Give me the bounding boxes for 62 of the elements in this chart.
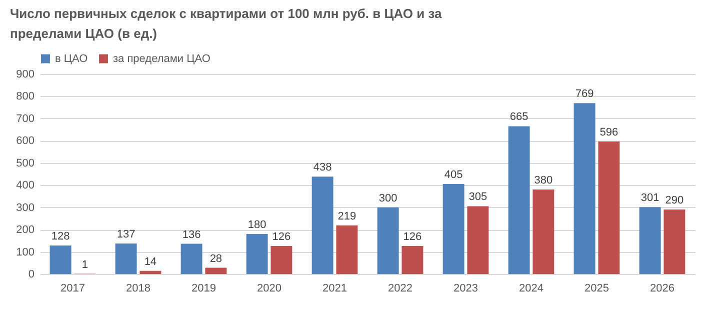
data-label: 126 [272, 231, 291, 243]
data-label: 1 [82, 258, 88, 271]
bar [50, 246, 72, 274]
data-label: 136 [182, 228, 201, 241]
data-label: 14 [144, 256, 157, 268]
y-tick-label: 200 [16, 224, 34, 236]
bar [442, 184, 464, 274]
bar [508, 126, 530, 274]
x-tick-label: 2024 [519, 282, 544, 294]
bar [312, 176, 334, 274]
legend-label: в ЦАО [55, 52, 88, 65]
bar [532, 190, 554, 274]
bar [402, 246, 424, 274]
x-tick-label: 2026 [650, 282, 674, 294]
data-label: 300 [378, 192, 398, 204]
bar [270, 246, 292, 274]
chart-title: Число первичных сделок с квартирами от 100 млн руб. в ЦАО и за пределами ЦАО (в ед.) [10, 6, 443, 41]
y-tick-label: 600 [16, 135, 34, 148]
data-label: 219 [338, 210, 356, 222]
data-label: 137 [116, 228, 136, 241]
data-label: 128 [51, 230, 70, 243]
x-tick-label: 2018 [126, 282, 150, 294]
x-tick-label: 2025 [584, 282, 609, 294]
y-tick-label: 900 [16, 68, 34, 80]
data-label: 665 [510, 111, 528, 124]
bar [180, 244, 202, 274]
data-label: 301 [640, 192, 660, 204]
data-label: 438 [313, 162, 332, 174]
y-tick-label: 300 [16, 202, 34, 214]
bar [664, 210, 686, 274]
y-tick-label: 100 [16, 246, 34, 258]
y-tick-label: 400 [16, 180, 34, 192]
y-tick-label: 800 [16, 90, 34, 103]
data-label: 290 [665, 194, 684, 207]
data-label: 405 [444, 169, 463, 181]
data-label: 596 [600, 126, 618, 139]
bar [377, 207, 399, 274]
bar [336, 225, 358, 274]
bar [246, 234, 268, 274]
y-tick-label: 700 [16, 112, 34, 125]
x-tick-label: 2019 [192, 282, 216, 294]
bar [574, 103, 596, 274]
bar [467, 206, 489, 274]
x-tick-label: 2022 [388, 282, 412, 294]
data-label: 769 [575, 88, 594, 100]
x-tick-label: 2023 [454, 282, 478, 294]
y-tick-label: 0 [28, 268, 34, 280]
bar [140, 270, 162, 274]
data-label: 180 [248, 219, 266, 231]
data-label: 126 [403, 231, 422, 243]
y-tick-label: 500 [16, 157, 34, 170]
x-tick-label: 2021 [322, 282, 347, 294]
data-label: 28 [210, 252, 222, 265]
bar [639, 207, 661, 274]
legend-label: за пределами ЦАО [113, 52, 211, 65]
x-tick-label: 2017 [60, 282, 85, 294]
bar [205, 268, 227, 274]
x-tick-label: 2020 [257, 282, 282, 294]
bar [115, 244, 137, 274]
bar [598, 142, 620, 274]
data-label: 305 [468, 191, 488, 204]
data-label: 380 [534, 174, 553, 187]
